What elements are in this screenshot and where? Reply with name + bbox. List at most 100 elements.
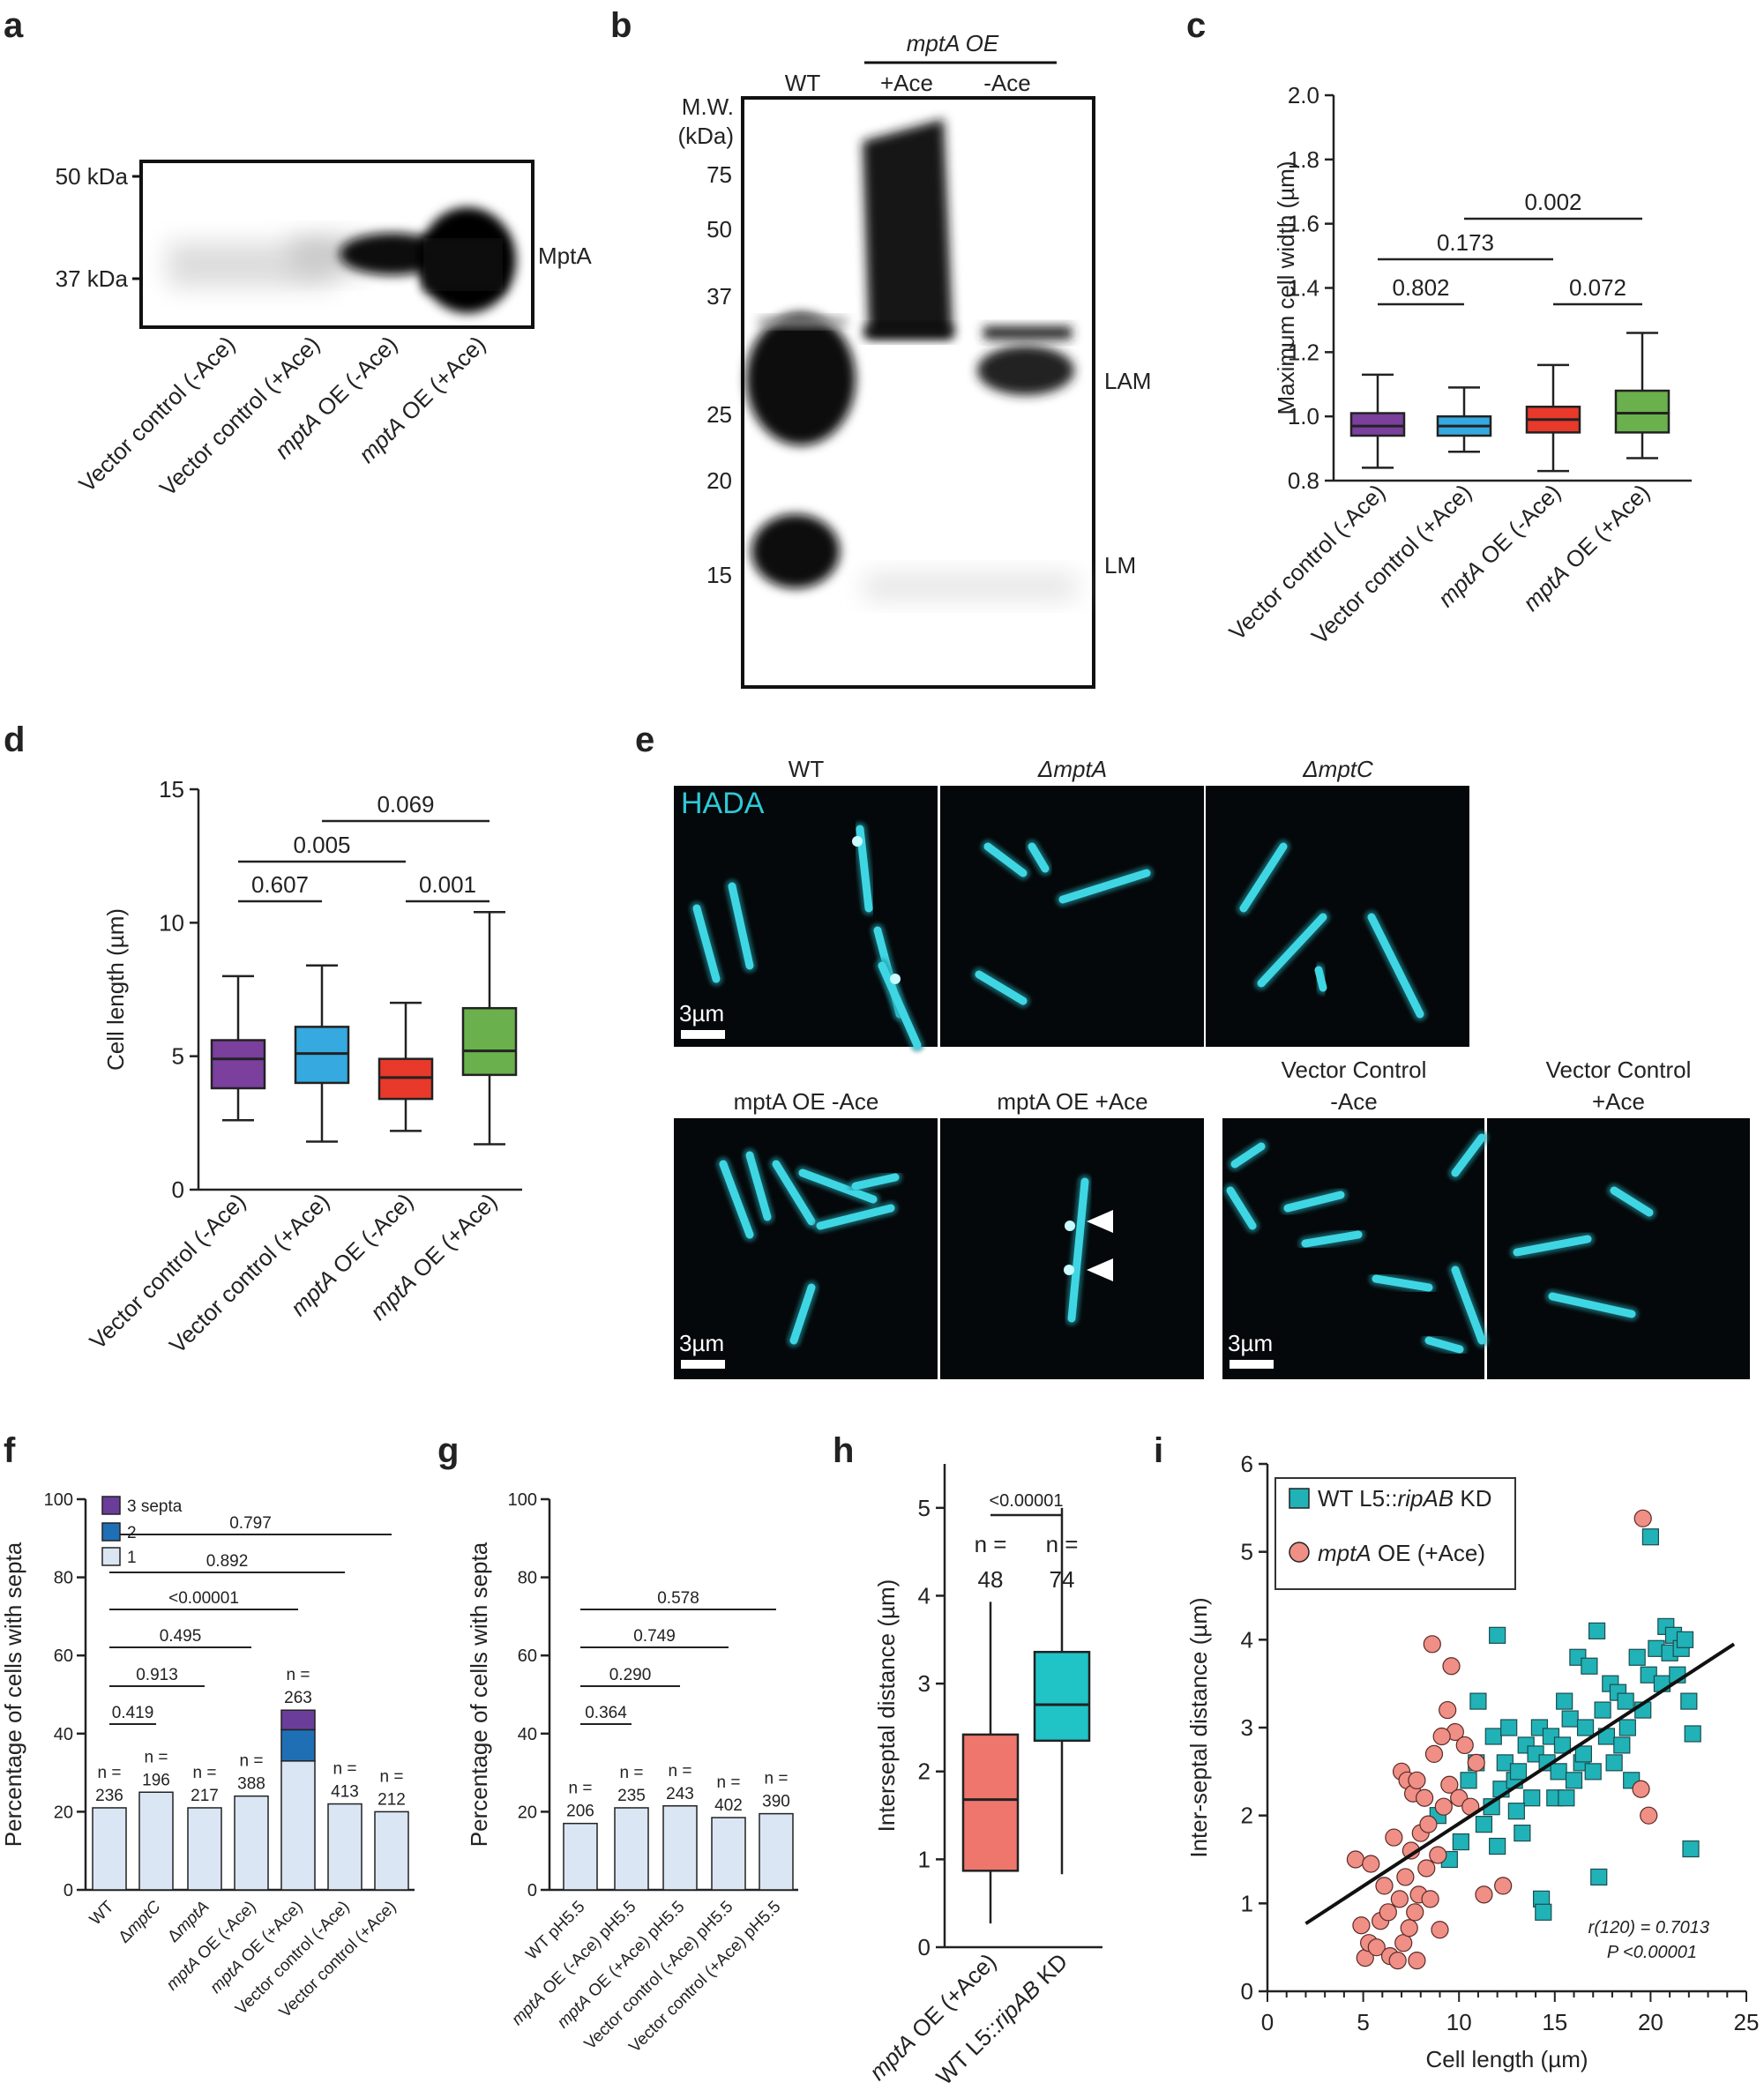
group-label-mpta-oe: mptA OE [907, 30, 999, 56]
n-prefix: n = [333, 1760, 357, 1779]
cell-core [878, 961, 922, 1049]
data-point-circle [1424, 1744, 1444, 1764]
lane-wt: WT [785, 70, 821, 96]
bar-segment [138, 1791, 174, 1891]
x-tick-label: 20 [1638, 2009, 1663, 2035]
x-tick-label: 0 [1261, 2009, 1274, 2035]
cell-core [975, 970, 1028, 1005]
n-prefix: n = [620, 1764, 644, 1782]
mw-label: 20 [706, 467, 732, 494]
p-value: <0.00001 [168, 1589, 239, 1608]
n-prefix: n = [145, 1748, 168, 1766]
cell-core [1239, 842, 1288, 913]
data-point-circle [1429, 1846, 1447, 1864]
n-value: 413 [331, 1783, 359, 1802]
n-value: 388 [237, 1775, 265, 1794]
legend-i: WT L5::ripAB KD mptA OE (+Ace) [1274, 1477, 1516, 1590]
y-axis-label: Percentage of cells with septa [466, 1542, 492, 1847]
y-tick-label: 100 [44, 1490, 73, 1510]
data-point-square [1535, 1903, 1552, 1921]
legend-i-mpta: mptA OE (+Ace) [1318, 1540, 1485, 1566]
data-point-circle [1346, 1850, 1365, 1869]
y-tick-label: 80 [54, 1569, 73, 1588]
cell-core [772, 1160, 816, 1226]
mw-label: 75 [706, 161, 732, 188]
box [377, 1057, 434, 1101]
cell-core [798, 1168, 878, 1204]
data-point-square [1628, 1648, 1646, 1666]
stat-p: P <0.00001 [1607, 1943, 1697, 1962]
cell-core [1424, 1336, 1464, 1354]
p-value: 0.002 [1524, 189, 1581, 215]
cell-core [1548, 1292, 1636, 1318]
data-point-square [1576, 1719, 1595, 1736]
band-label-lm: LM [1104, 552, 1136, 579]
bar [662, 1805, 698, 1891]
marker-37kda: 37 kDa [56, 265, 129, 292]
y-tick-label: 0 [1241, 1978, 1253, 2005]
data-point-circle [1400, 1919, 1418, 1937]
cell-core [1283, 1191, 1345, 1213]
y-tick-label: 3 [918, 1670, 931, 1697]
data-point-square [1500, 1719, 1518, 1736]
title-mpta-oe-plus: mptA OE +Ace [997, 1088, 1147, 1115]
data-point-circle [1417, 1859, 1436, 1878]
n-prefix: n = [287, 1666, 310, 1684]
panel-label-h: h [833, 1431, 854, 1470]
title-dmptc: ΔmptC [1302, 756, 1373, 782]
data-point-square [1617, 1692, 1634, 1710]
title-dmpta: ΔmptA [1037, 756, 1107, 782]
bar-segment [280, 1728, 316, 1762]
box [961, 1733, 1020, 1872]
data-point-square [1581, 1657, 1598, 1675]
cell-core [1257, 913, 1327, 988]
data-point-square [1590, 1868, 1608, 1886]
cell-core [719, 1160, 754, 1239]
data-point-circle [1633, 1509, 1652, 1527]
blot-a-bands [168, 207, 516, 313]
title-vc-plus-1: Vector Control [1546, 1056, 1692, 1083]
data-point-circle [1352, 1916, 1371, 1935]
y-tick-label: 1.4 [1288, 275, 1319, 302]
p-value: 0.607 [251, 871, 309, 898]
cell-core [1058, 869, 1151, 904]
cell-core [1314, 966, 1327, 992]
data-point-circle [1385, 1828, 1403, 1847]
y-tick-label: 20 [518, 1803, 537, 1822]
septum-spot [890, 974, 901, 984]
y-tick-label: 0 [64, 1881, 73, 1900]
chart-i: 0 1 2 3 4 5 6 0 5 10 15 20 25 Cell length (µm) Inter-s… [1185, 1451, 1759, 2072]
data-point-square [1550, 1763, 1567, 1781]
y-tick-label: 1 [1241, 1890, 1253, 1916]
chart-d: 0 5 10 15 Cell length (µm) Vector control (-A… [84, 776, 522, 1358]
y-tick-label: 1.0 [1288, 403, 1319, 429]
data-point-square [1489, 1837, 1506, 1855]
y-axis-label: Inter-septal distance (µm) [1185, 1597, 1212, 1857]
p-value: 0.072 [1569, 274, 1626, 301]
chart-g: 0 20 40 60 80 100 Percentage of cells with sep… [466, 1490, 798, 2057]
data-point-circle [1390, 1890, 1409, 1908]
category-label: mptA OE (+Ace) [864, 1948, 1002, 2086]
data-point-square [1514, 1825, 1531, 1842]
scalebar-label-1: 3µm [679, 1000, 724, 1027]
cell-core [1451, 1266, 1486, 1345]
panel-a: a 50 kDa 37 kDa MptA Vector control (-Ac… [4, 6, 592, 501]
n-value: 48 [978, 1566, 1004, 1593]
panel-label-d: d [4, 720, 25, 759]
legend-f: 3 septa 2 1 [101, 1496, 183, 1567]
panel-label-i: i [1154, 1431, 1163, 1470]
bar-segment [327, 1803, 363, 1891]
data-point-circle [1467, 1753, 1485, 1772]
x-tick-label: 25 [1734, 2009, 1760, 2035]
panel-label-g: g [437, 1431, 459, 1470]
data-point-square [1553, 1736, 1572, 1754]
data-point-square [1496, 1754, 1514, 1772]
micrograph [1222, 1118, 1484, 1379]
p-value: 0.005 [293, 832, 350, 858]
panel-label-b: b [610, 6, 632, 45]
cell-core [1301, 1230, 1363, 1248]
n-value: 390 [762, 1793, 790, 1811]
cell-core [692, 904, 721, 983]
y-axis-label: Maximum cell width (µm) [1273, 161, 1299, 414]
data-point-square [1507, 1803, 1525, 1820]
